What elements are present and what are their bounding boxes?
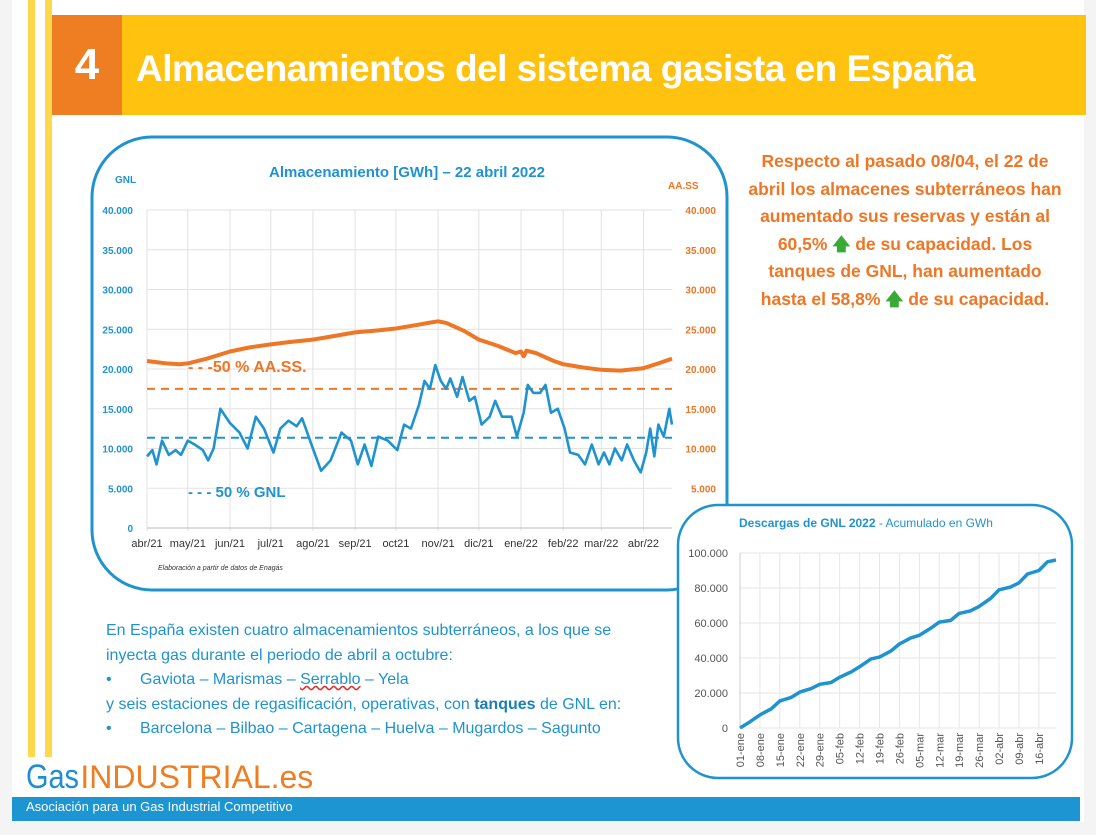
logo-industrial: INDUSTRIAL.es [80, 759, 314, 795]
info-paragraph-2: y seis estaciones de regasificación, ope… [106, 693, 626, 718]
x-tick-label: ene/22 [504, 538, 538, 550]
chart2-subtitle: - Acumulado en GWh [876, 516, 993, 530]
x-tick-label: nov/21 [422, 538, 455, 550]
gnl-series-line [146, 363, 674, 474]
x-tick-label: 08-ene [755, 733, 767, 767]
info-paragraph-1: En España existen cuatro almacenamientos… [106, 622, 612, 664]
left-y-tick: 40.000 [102, 206, 133, 217]
right-axis-label: AA.SS [668, 181, 699, 192]
left-axis-label: GNL [115, 175, 136, 186]
note-text-3: de su capacidad. [908, 288, 1050, 309]
list-text: – Yela [360, 671, 409, 688]
x-tick-label: 15-ene [775, 733, 787, 767]
x-tick-label: 16-abr [1034, 733, 1046, 765]
x-tick-label: 22-ene [795, 733, 807, 767]
x-tick-label: 05-mar [914, 733, 926, 768]
left-y-tick: 15.000 [102, 405, 133, 416]
y-tick-label: 0 [722, 723, 728, 735]
right-y-tick: 10.000 [685, 445, 716, 456]
list-text: Barcelona – Bilbao – Cartagena – Huelva … [140, 720, 601, 737]
x-tick-label: jun/21 [214, 538, 245, 550]
left-y-tick: 20.000 [102, 365, 133, 376]
left-y-tick: 35.000 [102, 246, 133, 257]
reference-line-label: - - -50 % AA.SS. [188, 359, 307, 376]
y-tick-label: 100.000 [688, 548, 728, 560]
x-tick-label: 19-mar [954, 733, 966, 768]
x-tick-label: 12-feb [855, 733, 867, 764]
x-tick-label: 02-abr [994, 733, 1006, 765]
y-tick-label: 20.000 [694, 688, 728, 700]
note-text-2: de su capacidad. Los tanques de GNL, han… [760, 233, 1042, 309]
cumulative-series-line [739, 558, 1057, 730]
x-tick-label: may/21 [170, 538, 206, 550]
x-tick-label: ago/21 [296, 538, 330, 550]
reference-line-label: - - - 50 % GNL [188, 484, 286, 501]
info-text: En España existen cuatro almacenamientos… [106, 619, 626, 742]
right-y-tick: 20.000 [685, 365, 716, 376]
text: y seis estaciones de regasificación, ope… [106, 695, 475, 713]
note-text-1: Respecto al pasado 08/04, el 22 de abril… [748, 151, 1062, 254]
logo: GasINDUSTRIAL.es [26, 757, 313, 797]
right-y-tick: 15.000 [685, 405, 716, 416]
logo-gas: Gas [26, 758, 80, 796]
right-y-tick: 40.000 [685, 206, 716, 217]
bullet: • [106, 671, 112, 688]
decorative-stripe [45, 0, 52, 757]
chart-source-note: Elaboración a partir de datos de Enagás [158, 565, 283, 572]
chart2-title: Descargas de GNL 2022 - Acumulado en GWh [739, 516, 993, 530]
chart2-frame [676, 503, 1074, 780]
left-y-tick: 10.000 [102, 445, 133, 456]
chart2-title-main: Descargas de GNL 2022 [739, 516, 876, 530]
x-tick-label: abr/21 [131, 538, 162, 550]
x-tick-label: 05-feb [835, 733, 847, 764]
x-tick-label: mar/22 [584, 538, 618, 550]
bullet: • [106, 720, 112, 737]
y-tick-label: 40.000 [694, 653, 728, 665]
x-tick-label: 12-mar [934, 733, 946, 768]
list-text: Gaviota – Marismas – [140, 671, 301, 688]
y-tick-label: 80.000 [694, 583, 728, 595]
x-tick-label: 26-feb [894, 733, 906, 764]
left-y-tick: 5.000 [108, 484, 133, 495]
x-tick-label: jul/21 [257, 538, 284, 550]
x-tick-label: 01-ene [735, 733, 747, 767]
up-arrow-icon: 🡅 [885, 288, 904, 309]
x-tick-label: 29-ene [815, 733, 827, 767]
header-bar [52, 15, 1086, 115]
left-y-tick: 30.000 [102, 286, 133, 297]
page-title: Almacenamientos del sistema gasista en E… [136, 48, 976, 89]
chart1-title: Almacenamiento [GWh] – 22 abril 2022 [269, 164, 545, 181]
y-tick-label: 60.000 [694, 618, 728, 630]
storage-list: • Gaviota – Marismas – Serrablo – Yela [106, 668, 626, 693]
right-y-tick: 25.000 [685, 325, 716, 336]
right-y-tick: 5.000 [691, 484, 716, 495]
text: de GNL en: [535, 695, 622, 713]
right-y-tick: 30.000 [685, 286, 716, 297]
text: tanques [474, 695, 536, 713]
x-tick-label: 19-feb [874, 733, 886, 764]
up-arrow-icon: 🡅 [832, 233, 851, 254]
x-tick-label: dic/21 [464, 538, 493, 550]
left-y-tick: 25.000 [102, 325, 133, 336]
footer-bar: Asociación para un Gas Industrial Compet… [12, 797, 1080, 821]
footer-tagline: Asociación para un Gas Industrial Compet… [26, 799, 293, 814]
right-y-tick: 35.000 [685, 246, 716, 257]
left-y-tick: 0 [127, 524, 133, 535]
section-number: 4 [52, 15, 122, 115]
terminal-list: • Barcelona – Bilbao – Cartagena – Huelva… [106, 717, 626, 742]
aass-series-line [146, 319, 673, 373]
list-text: Serrablo [300, 671, 361, 688]
decorative-stripe [28, 0, 35, 757]
x-tick-label: 09-abr [1014, 733, 1026, 765]
x-tick-label: abr/22 [628, 538, 659, 550]
x-tick-label: 26-mar [974, 733, 986, 768]
x-tick-label: oct21 [382, 538, 409, 550]
summary-note: Respecto al pasado 08/04, el 22 de abril… [745, 148, 1065, 313]
x-tick-label: feb/22 [548, 538, 579, 550]
x-tick-label: sep/21 [339, 538, 372, 550]
